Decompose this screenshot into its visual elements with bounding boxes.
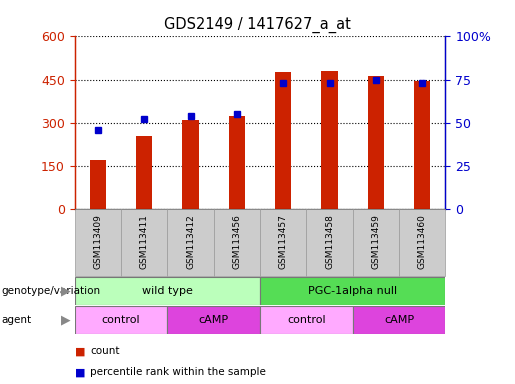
Bar [353, 306, 445, 333]
Bar [136, 136, 152, 209]
Bar [414, 81, 431, 209]
Bar [182, 120, 199, 209]
Text: GSM113409: GSM113409 [93, 214, 102, 269]
Bar [321, 71, 338, 209]
Bar [167, 209, 214, 276]
Text: GSM113457: GSM113457 [279, 214, 288, 269]
Bar [121, 209, 167, 276]
Text: GSM113412: GSM113412 [186, 214, 195, 269]
Text: ■: ■ [75, 367, 85, 377]
Text: control: control [287, 314, 325, 325]
Text: cAMP: cAMP [199, 314, 229, 325]
Text: ▶: ▶ [61, 313, 71, 326]
Bar [90, 161, 106, 209]
Text: count: count [90, 346, 119, 356]
Bar [167, 306, 260, 333]
Text: wild type: wild type [142, 286, 193, 296]
Text: PGC-1alpha null: PGC-1alpha null [308, 286, 398, 296]
Bar [260, 209, 306, 276]
Bar [75, 209, 121, 276]
Text: GSM113458: GSM113458 [325, 214, 334, 269]
Bar [275, 73, 291, 209]
Bar [306, 209, 353, 276]
Bar [229, 116, 245, 209]
Text: ■: ■ [75, 346, 85, 356]
Text: GSM113459: GSM113459 [371, 214, 381, 269]
Text: GSM113460: GSM113460 [418, 214, 427, 269]
Text: ▶: ▶ [61, 285, 71, 297]
Text: genotype/variation: genotype/variation [1, 286, 100, 296]
Bar [214, 209, 260, 276]
Text: GDS2149 / 1417627_a_at: GDS2149 / 1417627_a_at [164, 17, 351, 33]
Bar [75, 277, 260, 305]
Text: GSM113411: GSM113411 [140, 214, 149, 269]
Text: agent: agent [1, 314, 31, 325]
Text: GSM113456: GSM113456 [232, 214, 242, 269]
Bar [260, 277, 445, 305]
Text: percentile rank within the sample: percentile rank within the sample [90, 367, 266, 377]
Bar [75, 306, 167, 333]
Bar [353, 209, 399, 276]
Bar [368, 76, 384, 209]
Text: control: control [102, 314, 140, 325]
Text: cAMP: cAMP [384, 314, 414, 325]
Bar [399, 209, 445, 276]
Bar [260, 306, 353, 333]
